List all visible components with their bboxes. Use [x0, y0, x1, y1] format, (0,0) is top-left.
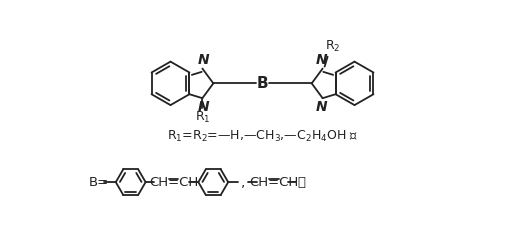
Text: N: N — [316, 100, 327, 114]
Text: B: B — [257, 76, 268, 91]
Text: N: N — [198, 53, 209, 67]
Text: B=: B= — [89, 176, 109, 189]
Text: CH=CH: CH=CH — [249, 176, 299, 189]
Text: 等: 等 — [298, 176, 306, 189]
Text: R$_1$=R$_2$=—H,—CH$_3$,—C$_2$H$_4$OH 等: R$_1$=R$_2$=—H,—CH$_3$,—C$_2$H$_4$OH 等 — [168, 129, 359, 144]
Text: CH=CH: CH=CH — [149, 176, 198, 189]
Text: R$_2$: R$_2$ — [325, 39, 340, 54]
Text: ,: , — [241, 175, 246, 189]
Text: N: N — [198, 100, 209, 114]
Text: N: N — [316, 53, 327, 67]
Text: R$_1$: R$_1$ — [194, 110, 210, 125]
